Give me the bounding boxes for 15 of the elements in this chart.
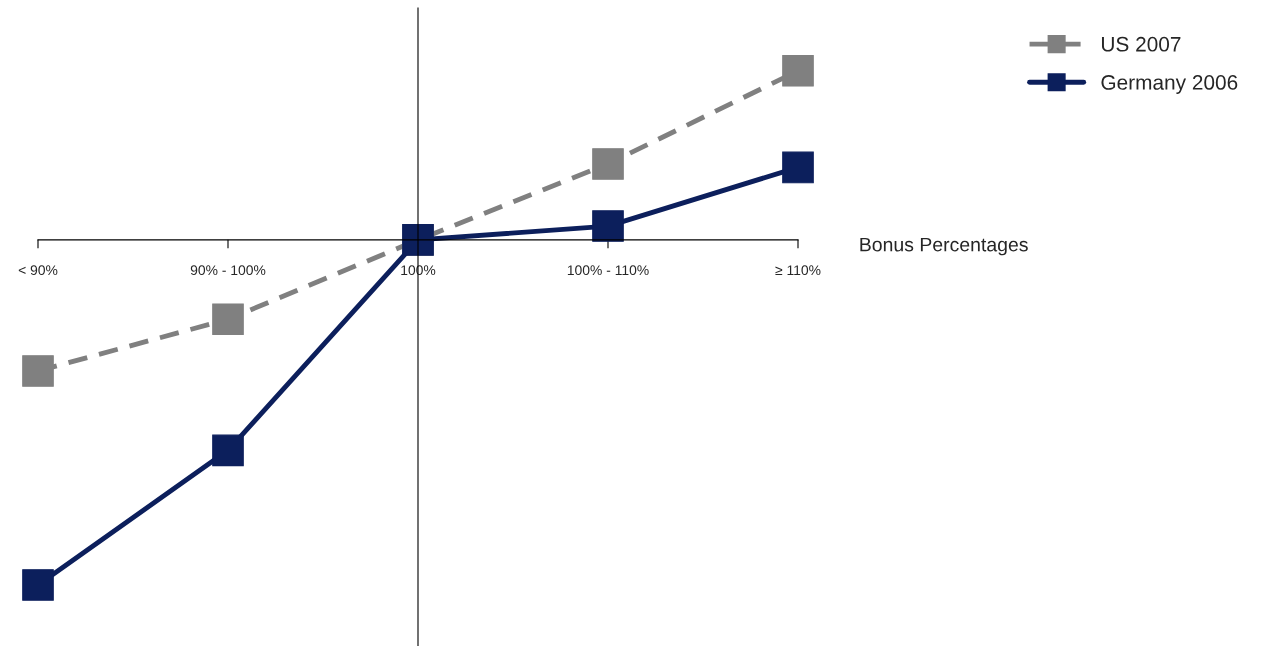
legend-label: Germany 2006 xyxy=(1101,75,1238,94)
point xyxy=(212,434,244,467)
x-tick-label: ≥ 110% xyxy=(775,265,821,276)
x-axis-title: Bonus Percentages xyxy=(860,237,1028,256)
point xyxy=(22,569,54,601)
x-tick-label: 90% - 100% xyxy=(190,265,266,276)
point xyxy=(212,303,244,336)
point xyxy=(782,55,814,87)
point xyxy=(592,210,624,242)
point xyxy=(592,148,624,180)
x-tick-label: 100% - 110% xyxy=(567,265,649,276)
x-tick-label: < 90% xyxy=(18,265,58,276)
point xyxy=(22,355,54,387)
point xyxy=(782,151,814,184)
legend-label: US 2007 xyxy=(1101,36,1181,52)
